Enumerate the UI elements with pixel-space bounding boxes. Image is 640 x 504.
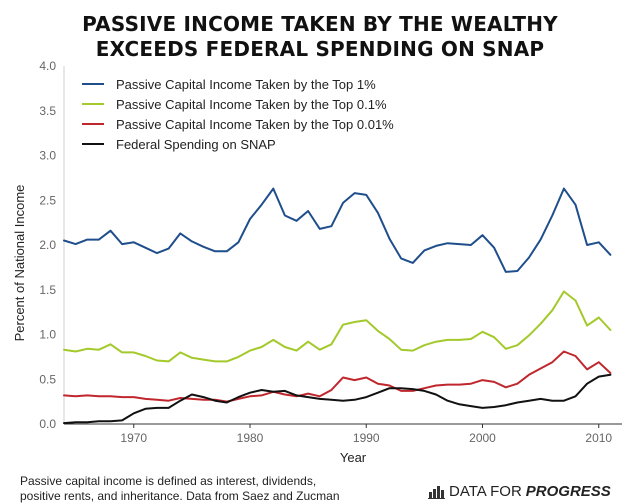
x-tick-label: 2000 xyxy=(469,431,496,445)
legend-label-2: Passive Capital Income Taken by the Top … xyxy=(116,97,387,112)
y-tick-label: 3.0 xyxy=(39,149,56,163)
legend-label-3: Passive Capital Income Taken by the Top … xyxy=(116,117,394,132)
y-tick-label: 0.5 xyxy=(39,372,56,386)
brand-logo: DATA FOR PROGRESS xyxy=(428,483,611,500)
footnote-line-2: positive rents, and inheritance. Data fr… xyxy=(20,489,340,503)
y-tick-label: 2.0 xyxy=(39,238,56,252)
bar-chart-icon xyxy=(428,485,445,499)
x-axis-label: Year xyxy=(340,450,367,465)
chart-title-line-2: EXCEEDS FEDERAL SPENDING ON SNAP xyxy=(95,37,545,61)
line-chart: 0.0 0.5 1.0 1.5 2.0 2.5 3.0 3.5 4.0 1970 1980 1990 2… xyxy=(12,59,622,465)
x-tick-label: 2010 xyxy=(585,431,612,445)
y-tick-label: 1.0 xyxy=(39,328,56,342)
x-tick-label: 1990 xyxy=(353,431,380,445)
footnote-line-1: Passive capital income is defined as int… xyxy=(20,474,317,488)
series-line-4 xyxy=(63,373,612,425)
y-axis-label: Percent of National Income xyxy=(12,185,27,342)
brand-name-plain: DATA FOR xyxy=(449,483,522,500)
brand-name-strong: PROGRESS xyxy=(525,483,611,500)
chart-title: PASSIVE INCOME TAKEN BY THE WEALTHY EXCE… xyxy=(0,12,640,62)
y-tick-label: 1.5 xyxy=(39,283,56,297)
chart-title-line-1: PASSIVE INCOME TAKEN BY THE WEALTHY xyxy=(82,12,558,36)
series-line-3 xyxy=(63,350,612,403)
series-line-1 xyxy=(63,187,612,273)
legend-label-4: Federal Spending on SNAP xyxy=(116,137,276,152)
x-tick-label: 1970 xyxy=(120,431,147,445)
y-tick-label: 4.0 xyxy=(39,59,56,73)
footnote: Passive capital income is defined as int… xyxy=(20,474,400,504)
legend-label-1: Passive Capital Income Taken by the Top … xyxy=(116,77,376,92)
y-tick-label: 2.5 xyxy=(39,193,56,207)
y-tick-label: 3.5 xyxy=(39,104,56,118)
series-line-2 xyxy=(63,290,612,363)
x-tick-label: 1980 xyxy=(237,431,264,445)
y-tick-label: 0.0 xyxy=(39,417,56,431)
